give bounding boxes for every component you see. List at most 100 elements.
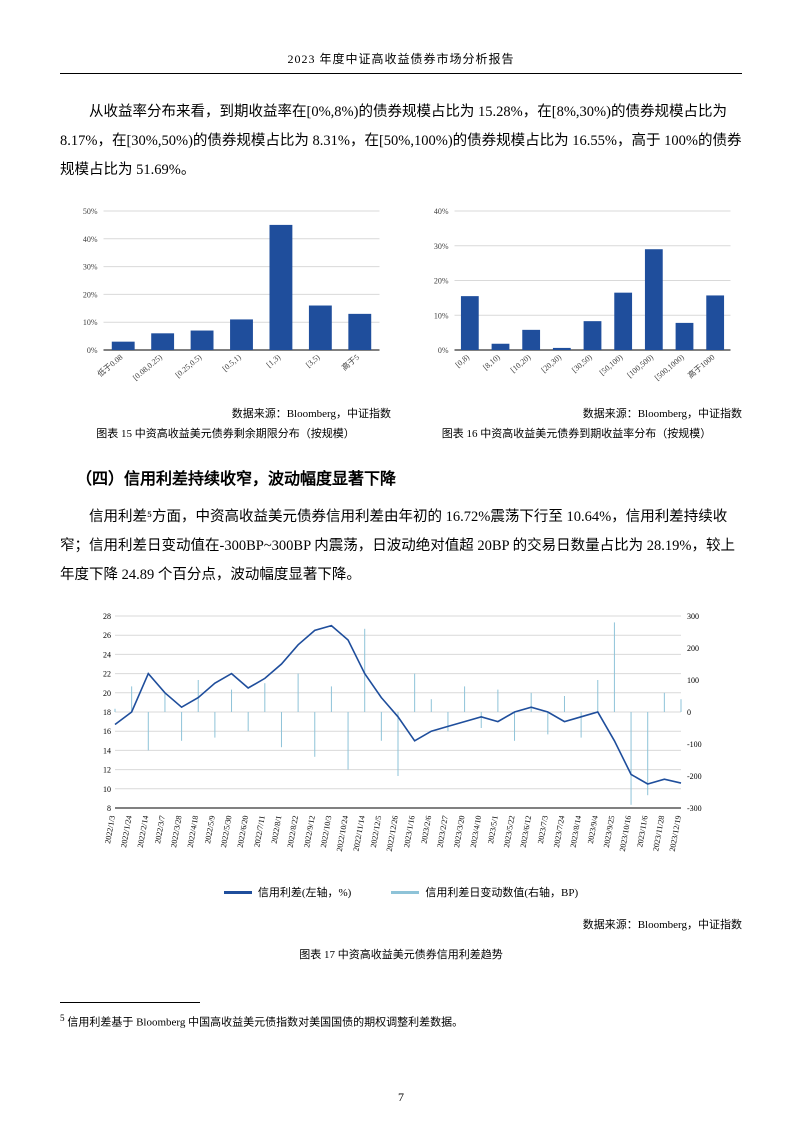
svg-text:300: 300 bbox=[687, 612, 699, 621]
svg-text:2023/2/27: 2023/2/27 bbox=[435, 815, 449, 849]
chart-17-wrap: 810121416182022242628-300-200-1000100200… bbox=[60, 608, 742, 962]
charts-row: 0% 10% 20% 30% 40% 50% 低于0.08 [0.08,0.25) [0.25,… bbox=[60, 203, 742, 441]
chart-15-caption: 图表 15 中资高收益美元债券剩余期限分布（按规模） bbox=[60, 425, 391, 441]
svg-text:40%: 40% bbox=[83, 235, 98, 244]
svg-text:2022/1/3: 2022/1/3 bbox=[103, 815, 117, 845]
chart-16-box: 0% 10% 20% 30% 40% [0,8) [8,10) [10,20) [20,30) [… bbox=[411, 203, 742, 441]
svg-text:18: 18 bbox=[103, 708, 111, 717]
svg-text:2022/8/1: 2022/8/1 bbox=[270, 815, 284, 845]
svg-text:2022/10/24: 2022/10/24 bbox=[335, 815, 350, 852]
svg-text:[0.25,0.5): [0.25,0.5) bbox=[174, 352, 204, 379]
svg-text:2022/11/14: 2022/11/14 bbox=[352, 815, 367, 852]
svg-text:22: 22 bbox=[103, 670, 111, 679]
svg-text:24: 24 bbox=[103, 650, 111, 659]
svg-text:2022/10/3: 2022/10/3 bbox=[319, 815, 333, 849]
svg-text:[100,500): [100,500) bbox=[625, 352, 655, 379]
chart-17-caption: 图表 17 中资高收益美元债券信用利差趋势 bbox=[60, 946, 742, 962]
svg-text:[1,3): [1,3) bbox=[265, 352, 283, 369]
legend-item-daily-change: 信用利差日变动数值(右轴，BP) bbox=[391, 884, 578, 900]
svg-text:10: 10 bbox=[103, 785, 111, 794]
svg-text:2023/9/25: 2023/9/25 bbox=[602, 815, 616, 849]
svg-text:2022/3/28: 2022/3/28 bbox=[169, 815, 183, 849]
section-4-paragraph: 信用利差⁵方面，中资高收益美元债券信用利差由年初的 16.72%震荡下行至 10… bbox=[60, 503, 742, 590]
svg-text:[20,30): [20,30) bbox=[539, 352, 563, 374]
svg-text:16: 16 bbox=[103, 727, 111, 736]
svg-text:2023/7/3: 2023/7/3 bbox=[536, 815, 550, 845]
svg-text:2022/8/22: 2022/8/22 bbox=[286, 815, 300, 849]
svg-text:20%: 20% bbox=[434, 277, 449, 286]
svg-text:8: 8 bbox=[107, 804, 111, 813]
svg-text:2023/8/14: 2023/8/14 bbox=[569, 815, 583, 849]
svg-text:[0.5,1): [0.5,1) bbox=[221, 352, 243, 373]
svg-text:50%: 50% bbox=[83, 207, 98, 216]
svg-text:10%: 10% bbox=[434, 311, 449, 320]
chart-15-svg: 0% 10% 20% 30% 40% 50% 低于0.08 [0.08,0.25) [0.25,… bbox=[60, 203, 391, 398]
svg-text:-300: -300 bbox=[687, 804, 702, 813]
svg-text:-200: -200 bbox=[687, 772, 702, 781]
svg-text:0%: 0% bbox=[438, 346, 449, 355]
svg-text:[0.08,0.25): [0.08,0.25) bbox=[131, 352, 164, 382]
svg-text:[10,20): [10,20) bbox=[509, 352, 533, 374]
svg-text:2023/12/19: 2023/12/19 bbox=[668, 815, 683, 852]
svg-text:2022/9/12: 2022/9/12 bbox=[302, 815, 316, 849]
svg-text:2023/3/20: 2023/3/20 bbox=[452, 815, 466, 849]
svg-text:30%: 30% bbox=[83, 263, 98, 272]
svg-text:2022/3/7: 2022/3/7 bbox=[153, 815, 167, 845]
svg-text:2022/2/14: 2022/2/14 bbox=[136, 815, 150, 849]
footnote-marker: 5 bbox=[60, 1013, 65, 1023]
svg-text:2022/12/5: 2022/12/5 bbox=[369, 815, 383, 849]
svg-text:[500,1000): [500,1000) bbox=[653, 352, 686, 382]
svg-text:[30,50): [30,50) bbox=[570, 352, 594, 374]
svg-text:2022/12/26: 2022/12/26 bbox=[385, 815, 400, 852]
svg-text:10%: 10% bbox=[83, 318, 98, 327]
svg-text:200: 200 bbox=[687, 644, 699, 653]
footnote-rule bbox=[60, 1002, 200, 1003]
legend-label-1: 信用利差(左轴，%) bbox=[258, 884, 352, 900]
svg-text:[50,100): [50,100) bbox=[598, 352, 625, 377]
svg-text:[8,10): [8,10) bbox=[481, 352, 502, 372]
svg-text:2023/2/6: 2023/2/6 bbox=[419, 815, 433, 845]
svg-text:2023/6/12: 2023/6/12 bbox=[519, 815, 533, 849]
chart-15-source: 数据来源：Bloomberg，中证指数 bbox=[60, 405, 391, 421]
chart-17-svg: 810121416182022242628-300-200-1000100200… bbox=[81, 608, 721, 878]
svg-text:0: 0 bbox=[687, 708, 691, 717]
legend-label-2: 信用利差日变动数值(右轴，BP) bbox=[425, 884, 578, 900]
svg-text:2023/7/24: 2023/7/24 bbox=[552, 815, 566, 849]
svg-text:低于0.08: 低于0.08 bbox=[95, 352, 124, 379]
paragraph-yield-distribution: 从收益率分布来看，到期收益率在[0%,8%)的债券规模占比为 15.28%，在[… bbox=[60, 98, 742, 185]
svg-text:2023/1/16: 2023/1/16 bbox=[402, 815, 416, 849]
footnote-text: 信用利差基于 Bloomberg 中国高收益美元债指数对美国国债的期权调整利差数… bbox=[67, 1017, 463, 1029]
chart-16-svg: 0% 10% 20% 30% 40% [0,8) [8,10) [10,20) [20,30) [… bbox=[411, 203, 742, 398]
svg-text:2023/11/28: 2023/11/28 bbox=[651, 815, 666, 852]
svg-text:[3,5): [3,5) bbox=[304, 352, 322, 369]
svg-text:2022/4/18: 2022/4/18 bbox=[186, 815, 200, 849]
svg-text:0%: 0% bbox=[87, 346, 98, 355]
svg-text:2022/1/24: 2022/1/24 bbox=[119, 815, 133, 849]
legend-item-spread: 信用利差(左轴，%) bbox=[224, 884, 352, 900]
svg-text:2023/9/4: 2023/9/4 bbox=[586, 815, 600, 845]
svg-text:30%: 30% bbox=[434, 242, 449, 251]
svg-text:[0,8): [0,8) bbox=[454, 352, 472, 369]
svg-text:100: 100 bbox=[687, 676, 699, 685]
svg-text:2023/5/1: 2023/5/1 bbox=[486, 815, 500, 845]
svg-text:20%: 20% bbox=[83, 290, 98, 299]
svg-text:14: 14 bbox=[103, 746, 111, 755]
svg-text:28: 28 bbox=[103, 612, 111, 621]
svg-text:2023/4/10: 2023/4/10 bbox=[469, 815, 483, 849]
svg-text:12: 12 bbox=[103, 766, 111, 775]
svg-text:2023/11/6: 2023/11/6 bbox=[635, 815, 649, 848]
footnote-5: 5 信用利差基于 Bloomberg 中国高收益美元债指数对美国国债的期权调整利… bbox=[60, 1011, 742, 1032]
svg-text:2023/10/16: 2023/10/16 bbox=[618, 815, 633, 852]
chart-17-source: 数据来源：Bloomberg，中证指数 bbox=[60, 916, 742, 932]
chart-17-legend: 信用利差(左轴，%) 信用利差日变动数值(右轴，BP) bbox=[60, 884, 742, 900]
svg-text:2022/5/9: 2022/5/9 bbox=[203, 815, 217, 845]
chart-16-source: 数据来源：Bloomberg，中证指数 bbox=[411, 405, 742, 421]
chart-15-box: 0% 10% 20% 30% 40% 50% 低于0.08 [0.08,0.25) [0.25,… bbox=[60, 203, 391, 441]
svg-text:2022/6/20: 2022/6/20 bbox=[236, 815, 250, 849]
svg-text:2022/7/11: 2022/7/11 bbox=[252, 815, 266, 848]
svg-text:高于5: 高于5 bbox=[339, 352, 361, 373]
page-number: 7 bbox=[0, 1090, 802, 1105]
svg-text:40%: 40% bbox=[434, 207, 449, 216]
svg-text:2022/5/30: 2022/5/30 bbox=[219, 815, 233, 849]
legend-swatch-2 bbox=[391, 891, 419, 894]
